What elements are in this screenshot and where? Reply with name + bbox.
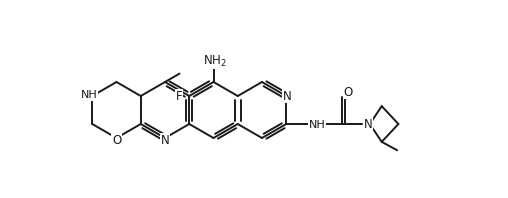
Text: O: O [343, 86, 353, 99]
Text: N: N [283, 89, 292, 103]
Text: F: F [176, 89, 182, 103]
Text: N: N [161, 133, 169, 147]
Text: O: O [112, 133, 121, 147]
Text: NH: NH [309, 120, 326, 130]
Text: NH: NH [81, 90, 98, 100]
Text: N: N [364, 117, 373, 130]
Text: NH$_2$: NH$_2$ [203, 53, 227, 69]
